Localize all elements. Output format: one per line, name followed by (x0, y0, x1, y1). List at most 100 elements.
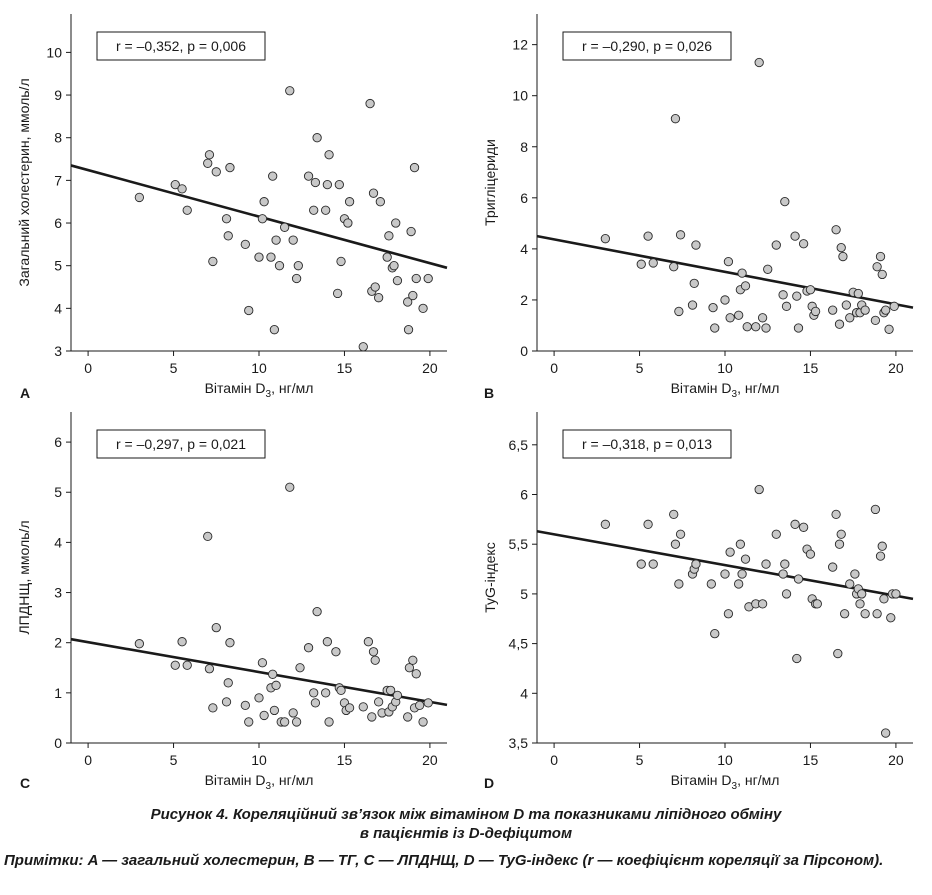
y-axis-title: TyG-індекс (482, 542, 498, 612)
data-point (211, 623, 221, 633)
data-point (134, 192, 145, 203)
data-point (636, 259, 646, 269)
data-point (853, 288, 863, 299)
data-point (781, 589, 792, 599)
data-point (259, 197, 269, 207)
data-point (780, 196, 790, 207)
data-point (691, 240, 701, 250)
data-point (303, 643, 314, 653)
data-point (761, 323, 771, 333)
data-point (725, 313, 735, 323)
data-point (810, 306, 821, 317)
data-point (373, 697, 384, 707)
data-point (793, 574, 804, 584)
data-point (691, 559, 701, 569)
data-point (312, 606, 322, 617)
data-point (254, 693, 264, 703)
data-point (391, 218, 401, 228)
data-point (836, 529, 846, 539)
y-tick-label: 6,5 (509, 437, 529, 453)
data-point (309, 688, 319, 698)
data-point (268, 171, 278, 181)
y-tick-label: 2 (54, 635, 62, 651)
data-point (363, 637, 374, 647)
data-point (266, 252, 276, 262)
data-point (600, 519, 611, 529)
data-point (710, 323, 720, 333)
data-point (841, 300, 851, 310)
data-point (240, 239, 250, 250)
data-point (268, 669, 278, 679)
y-tick-label: 5 (54, 484, 62, 500)
data-point (418, 303, 428, 313)
data-point (838, 251, 848, 262)
panel-letter: D (484, 775, 494, 791)
data-point (170, 660, 180, 670)
data-point (790, 519, 800, 529)
data-point (792, 653, 802, 664)
data-point (324, 717, 334, 727)
data-point (274, 261, 285, 271)
data-point (271, 235, 281, 245)
y-tick-label: 3,5 (509, 735, 529, 751)
data-point (669, 509, 679, 520)
data-point (834, 539, 845, 549)
data-point (336, 685, 346, 695)
data-point (310, 177, 321, 188)
data-point (737, 268, 747, 278)
data-point (384, 231, 394, 241)
x-tick-label: 0 (550, 360, 558, 376)
data-point (223, 678, 233, 688)
data-point (423, 273, 433, 284)
panel-letter: A (20, 385, 30, 401)
data-point (134, 639, 145, 649)
data-point (706, 579, 716, 589)
data-point (771, 529, 781, 539)
data-point (321, 688, 331, 698)
chart-panel-c: 0 5 10 15 20 0 1 2 3 4 5 6 ЛПДНЩ, ммоль/л Вітамін D3,… (16, 412, 448, 792)
y-tick-label: 5 (520, 586, 528, 602)
data-point (170, 179, 180, 190)
data-point (358, 702, 368, 712)
x-tick-label: 20 (422, 360, 438, 376)
stat-label: r = –0,352, p = 0,006 (116, 38, 246, 54)
data-point (208, 703, 218, 713)
data-point (886, 613, 896, 623)
y-tick-label: 4 (54, 300, 62, 316)
x-tick-label: 15 (803, 360, 819, 376)
data-point (831, 509, 841, 520)
data-point (312, 133, 322, 143)
x-tick-label: 20 (888, 752, 904, 768)
data-point (240, 700, 250, 711)
stat-box (96, 429, 266, 459)
x-tick-label: 10 (251, 360, 267, 376)
data-point (889, 301, 899, 311)
data-point (295, 663, 305, 673)
data-point (757, 599, 768, 609)
data-point (710, 629, 720, 639)
y-axis-title: Загальний холестерин, ммоль/л (16, 78, 32, 286)
data-point (881, 305, 891, 315)
data-point (409, 162, 420, 173)
data-point (291, 717, 302, 727)
x-tick-label: 10 (251, 752, 267, 768)
figure-note: Примітки: A — загальний холестерин, B — … (4, 852, 884, 869)
data-point (674, 579, 684, 589)
y-tick-label: 6 (54, 215, 62, 231)
data-point (734, 579, 744, 589)
y-tick-label: 10 (46, 44, 62, 60)
data-point (403, 297, 413, 307)
data-point (244, 305, 254, 316)
data-point (389, 261, 399, 271)
data-point (792, 291, 802, 301)
data-point (225, 162, 235, 173)
data-point (805, 285, 816, 295)
data-point (334, 179, 344, 190)
data-point (303, 171, 314, 181)
data-point (367, 712, 377, 722)
data-point (257, 214, 268, 224)
data-point (875, 251, 886, 262)
data-point (670, 539, 681, 549)
stat-label: r = –0,290, p = 0,026 (582, 38, 712, 54)
